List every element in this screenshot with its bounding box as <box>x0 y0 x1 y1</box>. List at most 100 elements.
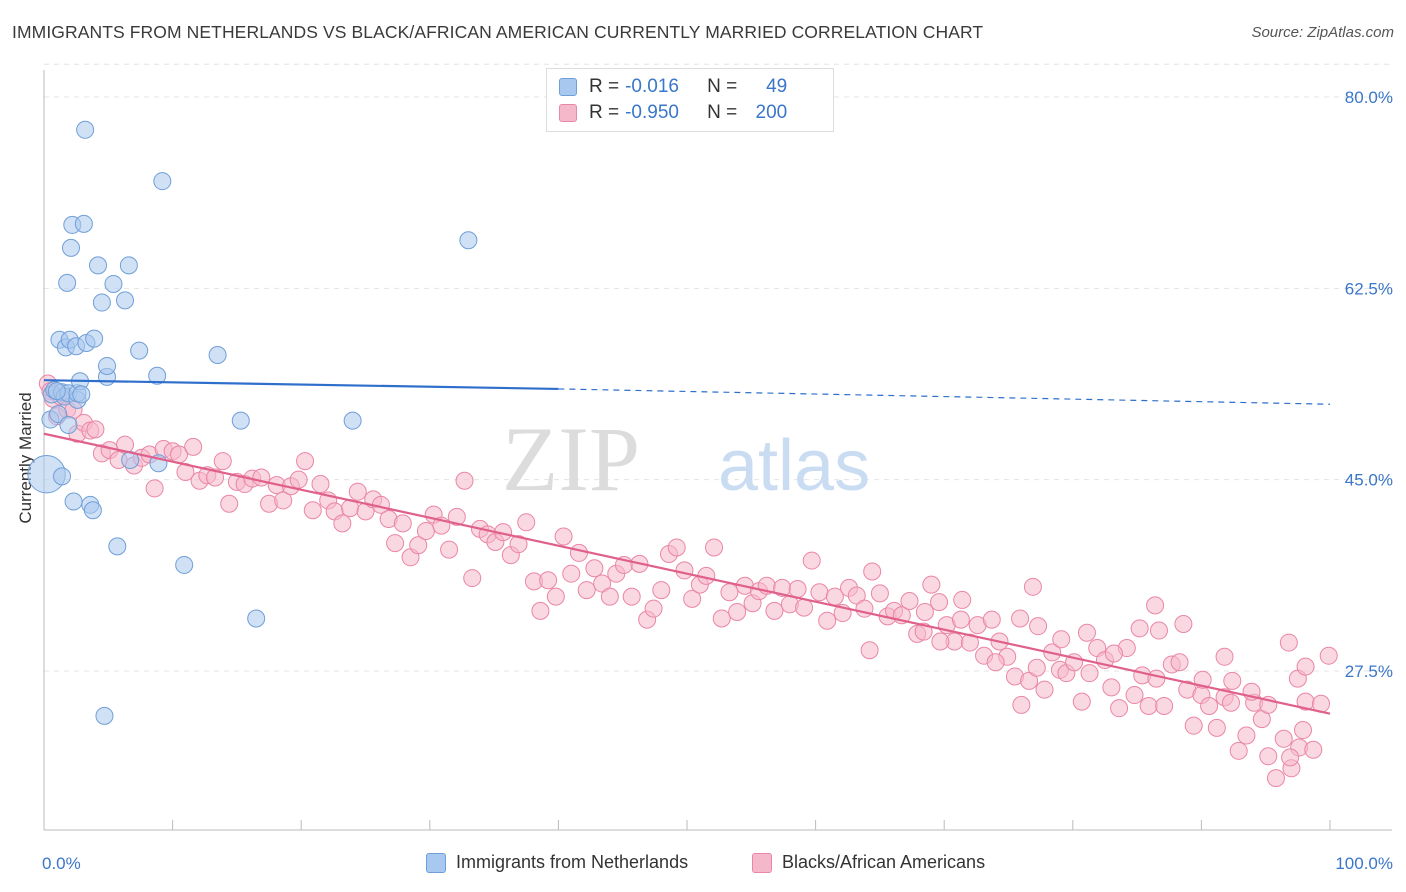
data-point-blacks <box>1207 718 1226 737</box>
tick-labels: 80.0% 62.5% 45.0% 27.5% 0.0% 100.0% <box>42 88 1393 873</box>
data-point-netherlands <box>62 238 81 257</box>
data-point-blacks <box>1293 721 1312 740</box>
data-point-netherlands <box>175 555 194 574</box>
y-tick-label: 27.5% <box>1345 662 1393 681</box>
data-point-blacks <box>86 420 105 439</box>
data-point-blacks <box>953 590 972 609</box>
y-tick-label: 80.0% <box>1345 88 1393 107</box>
data-point-blacks <box>1139 696 1158 715</box>
trend-line-netherlands-extension <box>558 388 1331 405</box>
data-point-blacks <box>206 468 225 487</box>
data-point-blacks <box>184 437 203 456</box>
data-point-netherlands <box>49 405 68 424</box>
data-point-netherlands <box>92 293 111 312</box>
data-point-netherlands <box>153 172 172 191</box>
data-point-blacks <box>1319 646 1338 665</box>
data-point-blacks <box>1215 647 1234 666</box>
data-point-netherlands <box>59 416 78 434</box>
legend-r-label: R = <box>589 102 620 123</box>
source-label: Source: ZipAtlas.com <box>1251 24 1394 41</box>
data-point-blacks <box>1237 726 1256 745</box>
data-point-blacks <box>303 501 322 520</box>
data-point-blacks <box>546 587 565 606</box>
data-point-blacks <box>1221 693 1240 712</box>
legend-item-blacks: Blacks/African Americans <box>752 852 985 873</box>
data-point-netherlands <box>72 385 91 404</box>
data-point-blacks <box>931 632 950 651</box>
data-point-blacks <box>1147 669 1166 688</box>
data-point-blacks <box>1296 657 1315 676</box>
data-point-blacks <box>440 540 459 559</box>
data-point-blacks <box>539 571 558 590</box>
data-point-blacks <box>652 581 671 600</box>
data-point-blacks <box>1077 623 1096 642</box>
data-point-blacks <box>960 633 979 652</box>
data-point-netherlands <box>74 214 93 233</box>
data-point-blacks <box>818 611 837 630</box>
data-point-netherlands <box>64 492 83 511</box>
legend-swatch-pink <box>559 104 577 122</box>
data-point-blacks <box>863 562 882 581</box>
data-point-blacks <box>1011 609 1030 628</box>
data-point-blacks <box>802 551 821 570</box>
data-point-blacks <box>712 609 731 628</box>
legend-n-value: 49 <box>766 76 788 97</box>
data-point-blacks <box>1266 769 1285 788</box>
watermark: ZIP atlas <box>502 408 870 510</box>
legend-r-label: R = <box>589 76 620 97</box>
legend-r-value: -0.950 <box>625 102 679 123</box>
data-point-netherlands <box>108 537 127 556</box>
data-point-netherlands <box>130 341 149 360</box>
data-point-blacks <box>1304 740 1323 759</box>
data-point-netherlands <box>98 356 117 375</box>
trend-line-netherlands <box>43 379 559 391</box>
data-point-blacks <box>1102 678 1121 697</box>
legend-swatch-pink <box>752 852 772 873</box>
data-point-blacks <box>1200 696 1219 715</box>
data-point-blacks <box>765 601 784 620</box>
data-point-netherlands <box>231 411 250 430</box>
watermark-zip: ZIP <box>502 408 640 510</box>
data-point-blacks <box>569 543 588 562</box>
data-point-netherlands <box>85 329 104 348</box>
data-point-blacks <box>1281 748 1300 767</box>
trend-line-blacks <box>43 432 1331 715</box>
data-point-blacks <box>517 513 536 532</box>
axes <box>43 70 1392 831</box>
data-point-blacks <box>795 598 814 617</box>
data-point-blacks <box>1072 692 1091 711</box>
x-tick-label: 100.0% <box>1335 854 1393 873</box>
data-point-netherlands <box>53 467 72 486</box>
data-point-blacks <box>416 522 435 541</box>
data-point-blacks <box>982 610 1001 629</box>
stats-legend: R = -0.016 N = 49 R = -0.950 N = 200 <box>546 68 834 132</box>
data-point-blacks <box>900 592 919 611</box>
data-point-netherlands <box>459 231 478 250</box>
watermark-atlas: atlas <box>718 426 870 506</box>
data-point-blacks <box>951 610 970 629</box>
legend-row-blacks: R = -0.950 N = 200 <box>559 101 787 125</box>
legend-swatch-blue <box>559 78 577 96</box>
data-point-blacks <box>1080 664 1099 683</box>
y-tick-label: 62.5% <box>1345 279 1393 298</box>
data-point-blacks <box>509 535 528 554</box>
data-point-blacks <box>1223 671 1242 690</box>
data-point-blacks <box>274 491 293 510</box>
data-point-blacks <box>1012 695 1031 714</box>
legend-n-label: N = <box>707 76 738 97</box>
data-point-netherlands <box>76 120 95 139</box>
data-point-blacks <box>1279 633 1298 652</box>
y-tick-label: 45.0% <box>1345 471 1393 490</box>
data-point-blacks <box>585 559 604 578</box>
data-point-blacks <box>1035 680 1054 699</box>
data-point-netherlands <box>247 609 266 628</box>
data-point-netherlands <box>95 706 114 725</box>
data-point-netherlands <box>343 411 362 430</box>
data-point-blacks <box>720 583 739 602</box>
data-point-netherlands <box>89 256 108 275</box>
data-point-blacks <box>1052 630 1071 649</box>
data-point-blacks <box>1174 614 1193 633</box>
data-point-blacks <box>1146 596 1165 615</box>
data-point-blacks <box>986 653 1005 672</box>
